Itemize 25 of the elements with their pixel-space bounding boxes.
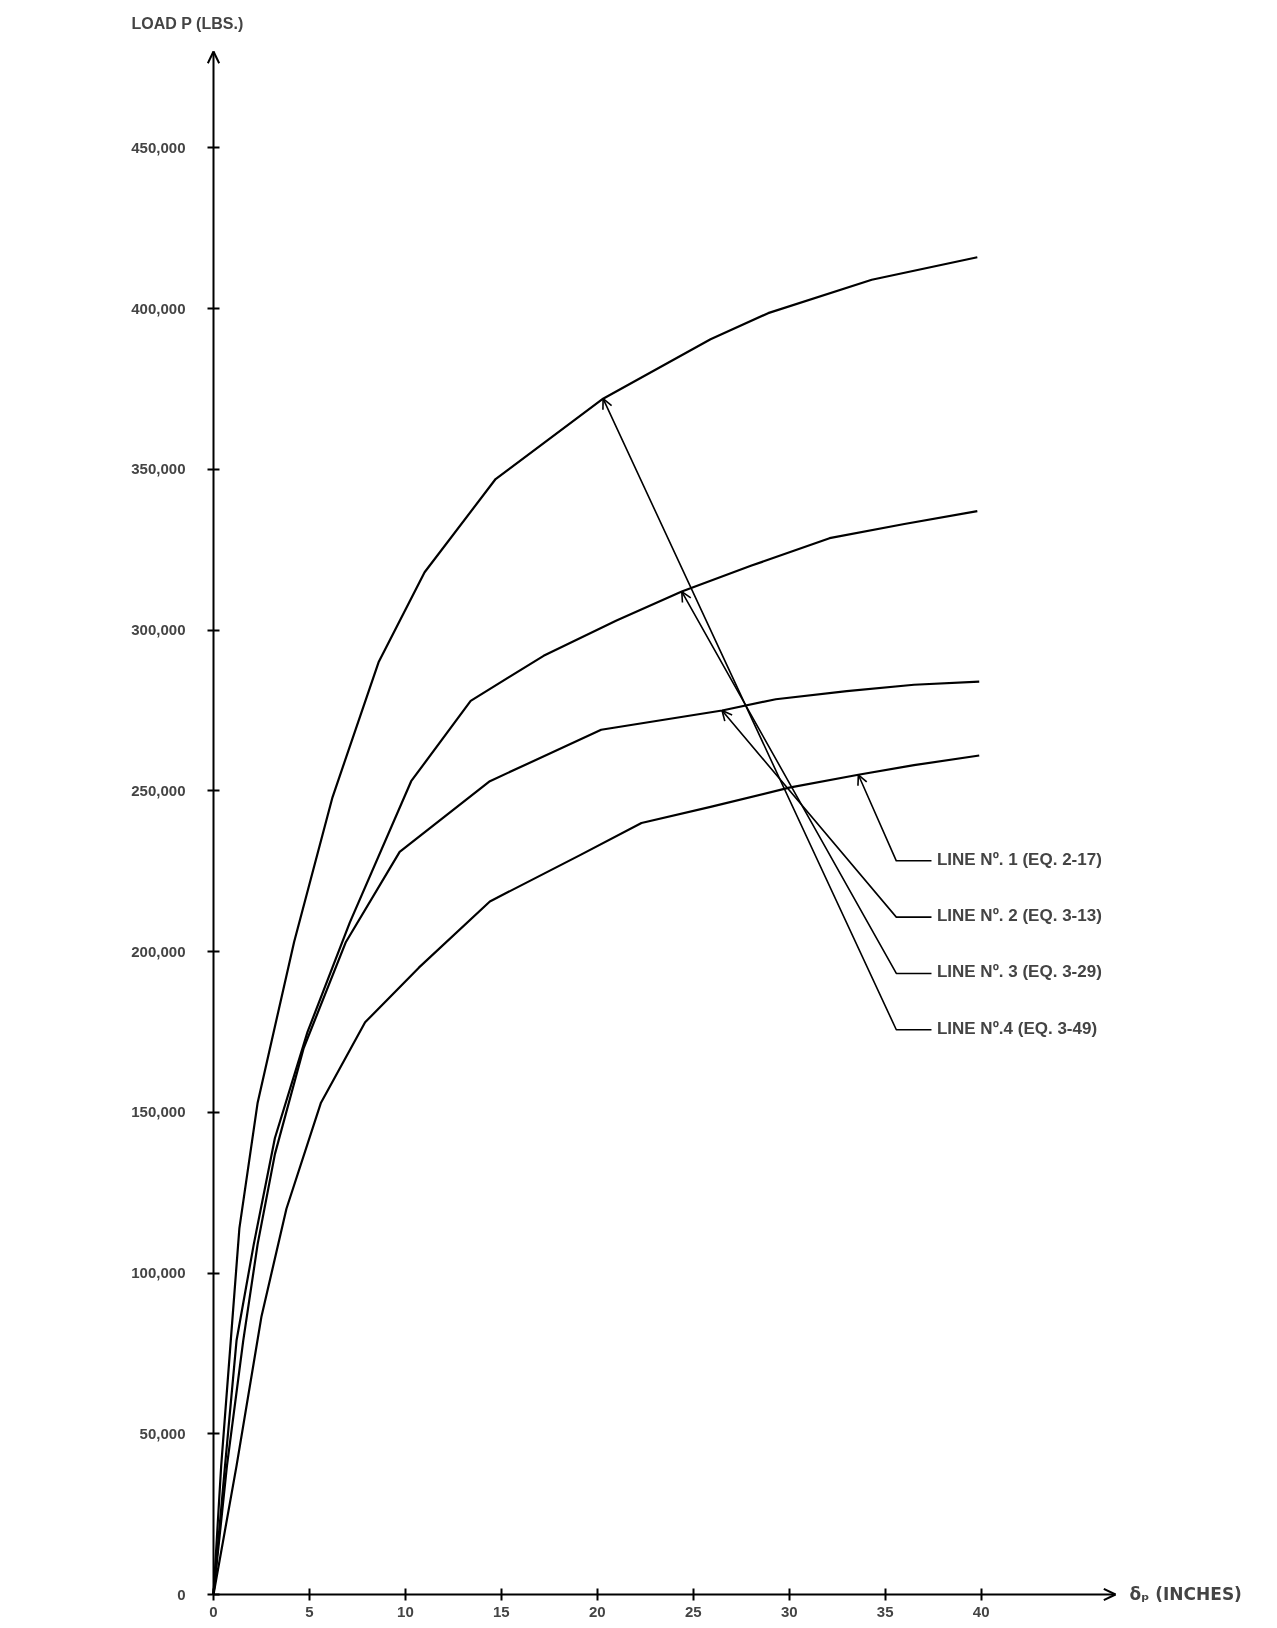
x-tick-label: 40 <box>972 1602 990 1620</box>
y-tick-label: 0 <box>177 1585 186 1603</box>
x-tick-label: 20 <box>588 1602 606 1620</box>
y-tick-label: 100,000 <box>131 1264 186 1282</box>
x-tick-label: 10 <box>397 1602 414 1620</box>
x-tick-label: 5 <box>305 1602 314 1620</box>
x-axis-title: δₚ (INCHES) <box>1129 1583 1242 1604</box>
x-tick-label: 0 <box>209 1602 218 1620</box>
y-tick-label: 50,000 <box>139 1424 186 1442</box>
y-tick-label: 400,000 <box>131 299 186 317</box>
x-tick-label: 25 <box>684 1602 702 1620</box>
x-tick-label: 35 <box>876 1602 894 1620</box>
annotation: LINE Nº. 1 (EQ. 2-17) <box>936 849 1102 869</box>
x-tick-label: 30 <box>780 1602 798 1620</box>
y-tick-label: 450,000 <box>131 138 186 156</box>
y-tick-label: 150,000 <box>131 1103 186 1121</box>
x-tick-label: 15 <box>493 1602 510 1620</box>
y-axis-title: LOAD P (LBS.) <box>131 14 244 32</box>
y-tick-label: 350,000 <box>131 460 186 478</box>
y-tick-label: 300,000 <box>131 621 186 639</box>
annotation: LINE Nº. 2 (EQ. 3-13) <box>936 906 1102 926</box>
annotation: LINE Nº. 3 (EQ. 3-29) <box>936 962 1102 982</box>
annotation: LINE Nº.4 (EQ. 3-49) <box>936 1018 1098 1038</box>
y-tick-label: 250,000 <box>131 781 186 799</box>
y-tick-label: 200,000 <box>131 942 186 960</box>
